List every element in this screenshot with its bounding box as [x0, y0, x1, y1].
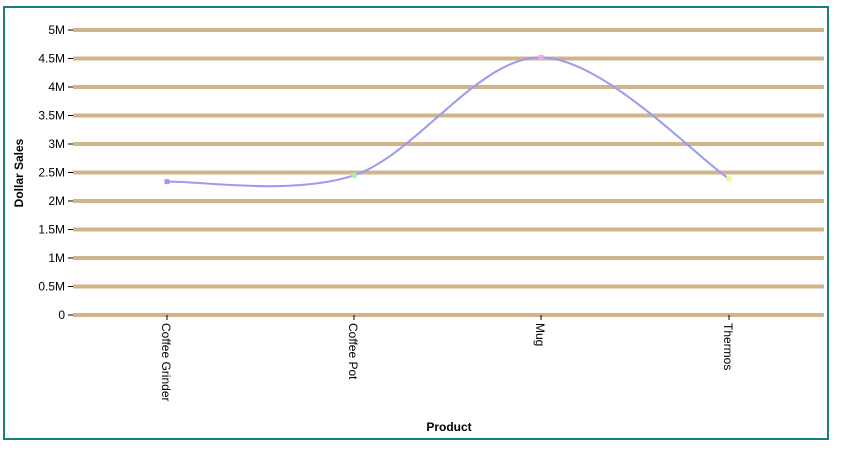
- y-tick-label: 1M: [48, 251, 65, 265]
- x-tick-label: Mug: [533, 323, 547, 346]
- data-point: [164, 179, 170, 185]
- x-axis-title: Product: [426, 420, 471, 434]
- data-point: [726, 176, 732, 182]
- y-tick-label: 0.5M: [38, 280, 65, 294]
- y-tick-label: 4.5M: [38, 52, 65, 66]
- y-tick-label: 2M: [48, 194, 65, 208]
- data-point: [538, 54, 544, 60]
- y-tick-label: 5M: [48, 23, 65, 37]
- series-line: [166, 56, 730, 188]
- series-layer: [164, 54, 732, 188]
- x-tick-label: Coffee Grinder: [159, 323, 173, 402]
- gridlines: [73, 28, 824, 317]
- y-tick-label: 0: [58, 308, 65, 322]
- chart-frame: [3, 6, 829, 440]
- x-tick-label: Thermos: [721, 323, 735, 370]
- x-axis: Coffee Grinder Coffee Pot Mug Thermos: [159, 315, 735, 402]
- y-tick-label: 3M: [48, 137, 65, 151]
- data-point: [351, 172, 357, 178]
- x-tick-label: Coffee Pot: [346, 323, 360, 380]
- y-tick-label: 2.5M: [38, 166, 65, 180]
- y-axis-title: Dollar Sales: [12, 138, 26, 207]
- y-tick-label: 3.5M: [38, 109, 65, 123]
- y-tick-label: 4M: [48, 80, 65, 94]
- y-tick-label: 1.5M: [38, 223, 65, 237]
- y-axis: 0 0.5M 1M 1.5M 2M 2.5M 3M 3.5M 4M 4.5M 5M: [38, 23, 73, 322]
